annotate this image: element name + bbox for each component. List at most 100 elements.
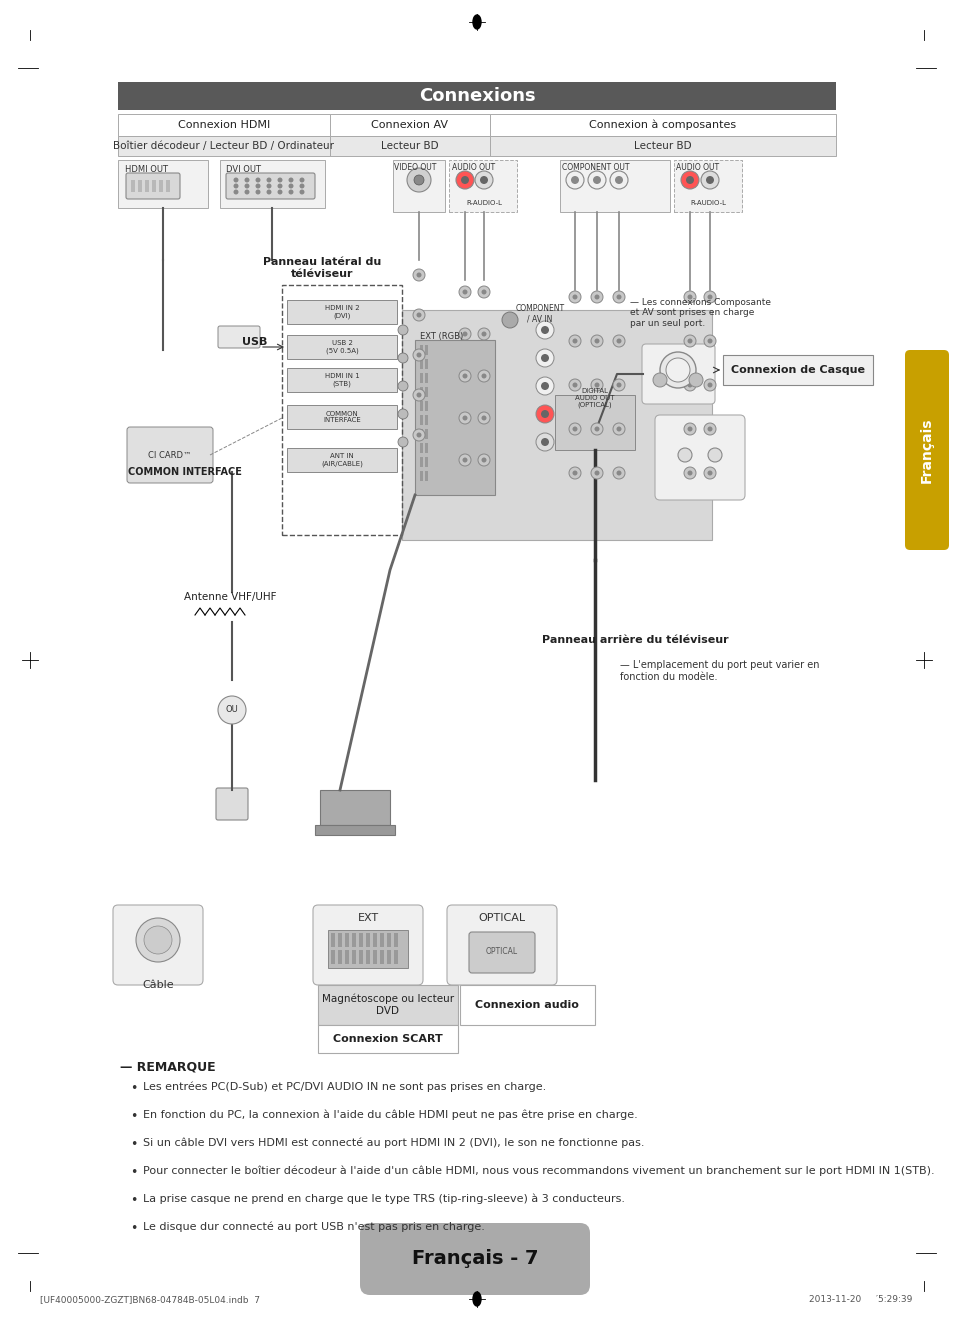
Circle shape [572,427,577,432]
Circle shape [616,470,620,476]
Circle shape [288,184,294,189]
Circle shape [703,468,716,480]
Circle shape [688,373,702,387]
FancyBboxPatch shape [469,933,535,974]
Circle shape [568,336,580,347]
Text: COMMON INTERFACE: COMMON INTERFACE [128,468,242,477]
Circle shape [479,176,488,184]
Circle shape [397,410,408,419]
Circle shape [616,427,620,432]
Text: HDMI OUT: HDMI OUT [125,165,168,174]
Bar [424,345,428,355]
Circle shape [413,309,424,321]
Bar [331,933,335,947]
Text: •: • [130,1194,137,1207]
Circle shape [299,177,304,182]
Circle shape [536,321,554,339]
Text: COMPONENT
/ AV IN: COMPONENT / AV IN [515,304,564,324]
Text: USB: USB [242,337,268,347]
Bar [394,933,397,947]
Circle shape [590,423,602,435]
Circle shape [475,170,493,189]
Text: Câble: Câble [142,980,173,989]
Circle shape [288,177,294,182]
Bar [358,933,363,947]
Circle shape [683,468,696,480]
Text: DIGITAL
AUDIO OUT
(OPTICAL): DIGITAL AUDIO OUT (OPTICAL) [575,388,614,408]
Circle shape [652,373,666,387]
Circle shape [707,295,712,300]
Circle shape [233,177,238,182]
Bar [337,933,341,947]
Circle shape [703,291,716,303]
FancyBboxPatch shape [215,789,248,820]
Bar [138,180,142,192]
Circle shape [594,383,598,387]
Text: •: • [130,1082,137,1095]
Circle shape [481,374,486,379]
Text: Français: Français [919,417,933,482]
Bar [366,950,370,964]
Circle shape [594,295,598,300]
Circle shape [299,184,304,189]
Bar [287,448,396,472]
Circle shape [613,379,624,391]
Bar [358,950,363,964]
Bar [373,950,376,964]
Circle shape [255,177,260,182]
Text: — Les connexions Composante
et AV sont prises en charge
par un seul port.: — Les connexions Composante et AV sont p… [629,299,770,328]
Circle shape [277,177,282,182]
Bar [345,950,349,964]
Bar [131,180,135,192]
Text: Lecteur BD: Lecteur BD [634,141,691,151]
Circle shape [413,429,424,441]
Text: 2013-11-20   ′5:29:39: 2013-11-20 ′5:29:39 [808,1296,911,1305]
Circle shape [613,468,624,480]
Circle shape [587,170,605,189]
Bar [118,114,330,136]
Text: OU: OU [226,705,238,715]
Text: Panneau arrière du téléviseur: Panneau arrière du téléviseur [541,635,727,645]
Circle shape [540,439,548,446]
Circle shape [413,388,424,402]
Bar [419,443,422,453]
Bar [379,950,384,964]
Circle shape [703,336,716,347]
Circle shape [413,349,424,361]
Circle shape [460,176,469,184]
Circle shape [707,470,712,476]
Circle shape [462,457,467,462]
Circle shape [416,392,421,398]
Text: HDMI IN 1
(STB): HDMI IN 1 (STB) [324,374,359,387]
Circle shape [568,379,580,391]
FancyBboxPatch shape [313,905,422,985]
Circle shape [458,454,471,466]
Text: Connexions: Connexions [418,87,535,104]
Circle shape [572,295,577,300]
Circle shape [616,295,620,300]
FancyBboxPatch shape [641,343,714,404]
Text: COMPONENT OUT: COMPONENT OUT [561,162,629,172]
Circle shape [144,926,172,954]
Circle shape [683,423,696,435]
Circle shape [481,332,486,337]
Circle shape [659,351,696,388]
Bar [424,472,428,481]
Text: ANT IN
(AIR/CABLE): ANT IN (AIR/CABLE) [321,453,362,466]
Text: — REMARQUE: — REMARQUE [120,1059,215,1073]
Text: Connexion SCART: Connexion SCART [333,1034,442,1044]
Circle shape [397,325,408,336]
Bar [394,950,397,964]
Bar [352,950,355,964]
Circle shape [687,338,692,343]
Circle shape [218,696,246,724]
Text: Si un câble DVI vers HDMI est connecté au port HDMI IN 2 (DVI), le son ne foncti: Si un câble DVI vers HDMI est connecté a… [143,1137,644,1148]
Bar [419,415,422,425]
Circle shape [397,353,408,363]
Bar [415,339,495,495]
Circle shape [477,454,490,466]
Text: AUDIO OUT: AUDIO OUT [676,162,719,172]
Circle shape [540,326,548,334]
Circle shape [616,383,620,387]
Bar [673,160,741,211]
